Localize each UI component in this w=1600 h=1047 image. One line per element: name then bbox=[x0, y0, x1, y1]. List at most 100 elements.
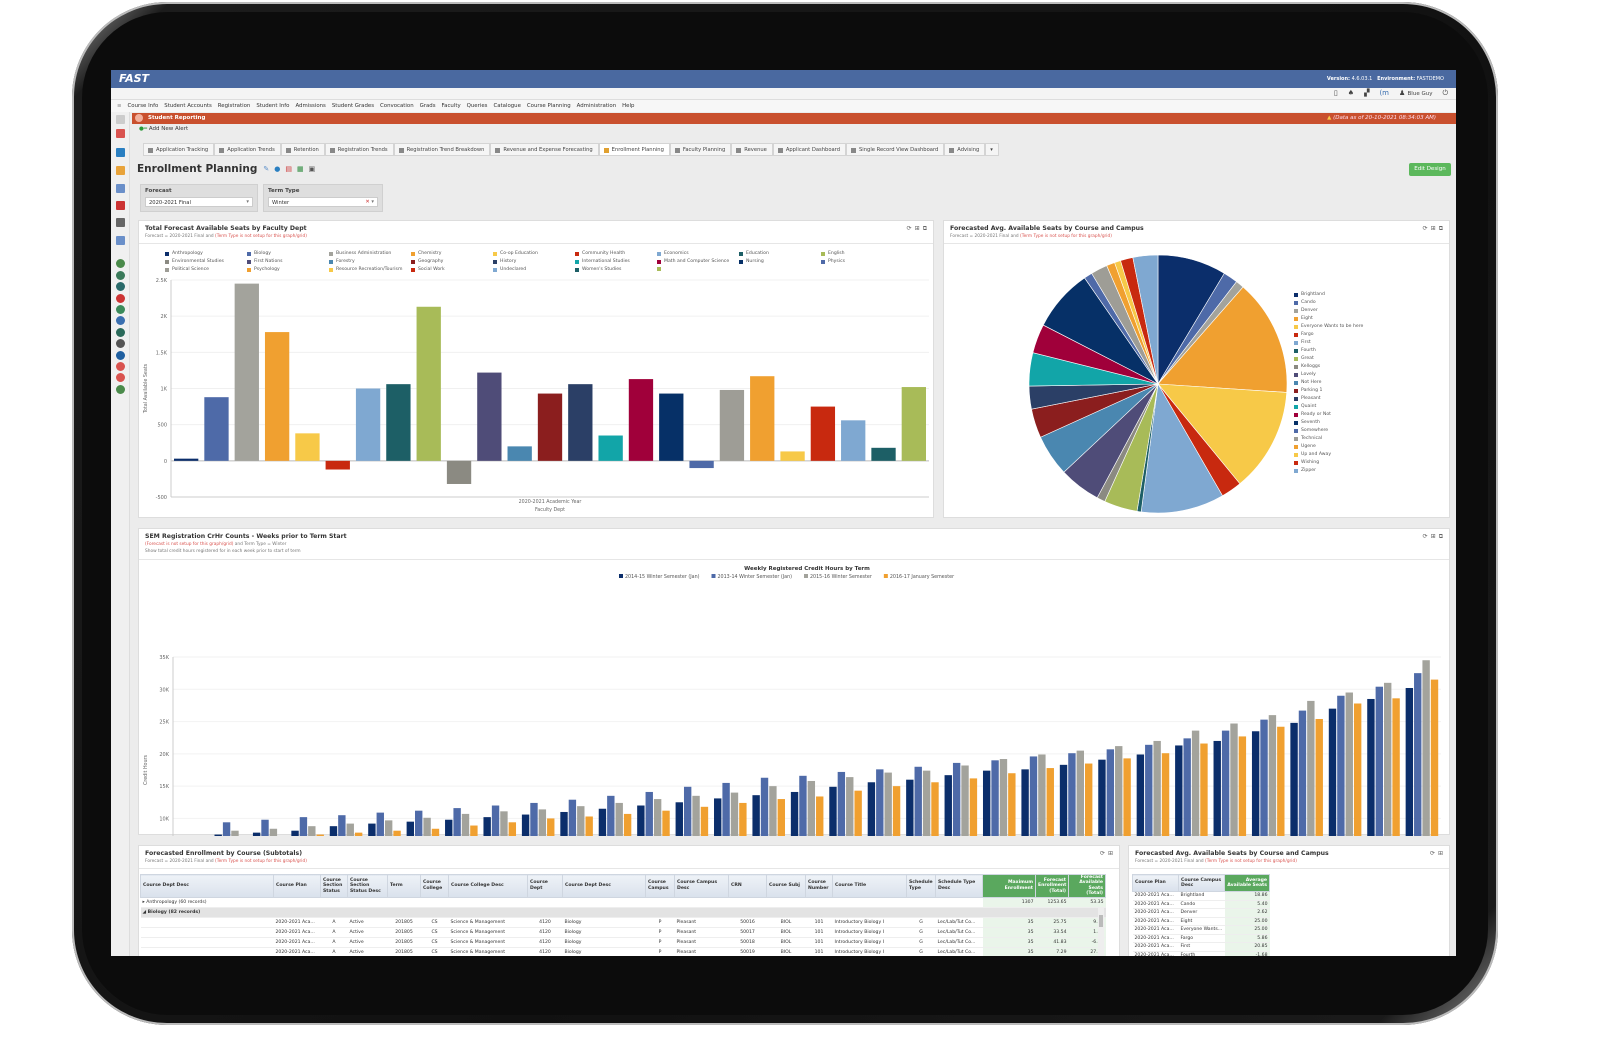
refresh-icon[interactable]: ⟳ bbox=[906, 225, 912, 232]
tab-revenue-and-expense-forecasting[interactable]: Revenue and Expense Forecasting bbox=[490, 143, 599, 156]
bar-week--11-series-2[interactable] bbox=[999, 759, 1008, 836]
app-icon-1[interactable] bbox=[116, 259, 125, 268]
bar-week--18-series-3[interactable] bbox=[739, 802, 747, 836]
bar-week--23-series-1[interactable] bbox=[530, 802, 538, 836]
legend-item-undeclared[interactable]: Undeclared bbox=[493, 267, 526, 272]
column-header-course-college[interactable]: Course College bbox=[420, 874, 449, 898]
column-header-course-subj[interactable]: Course Subj bbox=[766, 874, 806, 898]
bar-week--11-series-0[interactable] bbox=[982, 770, 991, 836]
app-icon-7[interactable] bbox=[116, 328, 125, 337]
bar-week--12-series-2[interactable] bbox=[961, 765, 969, 836]
bar-english[interactable] bbox=[416, 306, 441, 461]
bar-week--3-series-2[interactable] bbox=[1307, 700, 1315, 836]
tab-enrollment-planning[interactable]: Enrollment Planning bbox=[598, 143, 670, 156]
legend-item-nursing[interactable]: Nursing bbox=[739, 259, 764, 264]
bar-week--23-series-0[interactable] bbox=[521, 814, 530, 836]
excel-icon[interactable]: ▦ bbox=[296, 165, 304, 173]
tab-advising[interactable]: Advising bbox=[944, 143, 986, 156]
bar-nursing[interactable] bbox=[659, 393, 684, 461]
bar-week--17-series-3[interactable] bbox=[777, 799, 785, 836]
menu-item-administration[interactable]: Administration bbox=[576, 103, 617, 109]
bar-week--19-series-1[interactable] bbox=[683, 786, 692, 836]
bar-week--17-series-0[interactable] bbox=[752, 795, 760, 836]
bar-week--29-series-3[interactable] bbox=[316, 834, 324, 836]
legend-item-forestry[interactable]: Forestry bbox=[329, 259, 355, 264]
legend-item-lovely[interactable]: Lovely bbox=[1294, 372, 1316, 377]
bar-week--18-series-2[interactable] bbox=[730, 792, 739, 836]
app-icon-6[interactable] bbox=[116, 316, 125, 325]
bar-international-studies[interactable] bbox=[598, 435, 623, 461]
bar-week--16-series-0[interactable] bbox=[790, 791, 799, 836]
bar-history[interactable] bbox=[568, 384, 593, 461]
bar-week--4-series-1[interactable] bbox=[1260, 719, 1268, 836]
table-row[interactable]: 2020-2021 Aca... A Active 201805 CS Science &… bbox=[140, 947, 1106, 956]
bar-week--16-series-3[interactable] bbox=[816, 796, 824, 836]
legend-item-anthropology[interactable]: Anthropology bbox=[165, 251, 203, 256]
bar-week--30-series-1[interactable] bbox=[261, 819, 269, 836]
legend-item-eight[interactable]: Eight bbox=[1294, 316, 1313, 321]
legend-item-ready-or-not[interactable]: Ready or Not bbox=[1294, 412, 1331, 417]
legend-item-international-studies[interactable]: International Studies bbox=[575, 259, 630, 264]
legend-item-environmental-studies[interactable]: Environmental Studies bbox=[165, 259, 224, 264]
card-icon[interactable] bbox=[116, 218, 125, 227]
bar-week--24-series-0[interactable] bbox=[483, 817, 491, 836]
menu-item-convocation[interactable]: Convocation bbox=[380, 103, 414, 109]
column-header-term[interactable]: Term bbox=[387, 874, 421, 898]
column-header-course-dept[interactable]: Course Dept bbox=[527, 874, 563, 898]
bar-education[interactable] bbox=[386, 384, 411, 461]
column-header-course-campus[interactable]: Course Campus bbox=[645, 874, 675, 898]
bar-week--4-series-0[interactable] bbox=[1251, 731, 1260, 836]
bar-week--3-series-3[interactable] bbox=[1315, 718, 1323, 836]
legend-item-fargo[interactable]: Fargo bbox=[1294, 332, 1314, 337]
bar-week--25-series-0[interactable] bbox=[445, 819, 453, 836]
legend-item-math-and-computer-science[interactable]: Math and Computer Science bbox=[657, 259, 729, 264]
pie-slice-eight[interactable] bbox=[1157, 286, 1288, 393]
bar-week--11-series-3[interactable] bbox=[1008, 773, 1016, 836]
bar-week--30-series-2[interactable] bbox=[269, 828, 278, 836]
bar-week--11-series-1[interactable] bbox=[991, 760, 999, 836]
chart-icon[interactable] bbox=[116, 184, 125, 193]
bar-week--15-series-1[interactable] bbox=[837, 771, 846, 836]
column-header-course-campus-desc[interactable]: Course Campus Desc bbox=[1178, 874, 1225, 892]
bar-week--5-series-2[interactable] bbox=[1230, 723, 1238, 836]
app-icon-8[interactable] bbox=[116, 339, 125, 348]
bar-week--14-series-0[interactable] bbox=[867, 782, 876, 836]
bar-week--20-series-0[interactable] bbox=[637, 805, 645, 836]
print-icon[interactable]: ▣ bbox=[308, 165, 316, 173]
table-row[interactable]: 2020-2021 Aca... Fargo 5.86 bbox=[1132, 934, 1270, 943]
legend-item-seventh[interactable]: Seventh bbox=[1294, 420, 1320, 425]
legend-item-kelloggs[interactable]: Kelloggs bbox=[1294, 364, 1320, 369]
bar-week--27-series-1[interactable] bbox=[376, 812, 384, 836]
column-header-average-available-seats[interactable]: Average Available Seats bbox=[1224, 874, 1270, 892]
bar-economics[interactable] bbox=[355, 388, 381, 461]
column-header-course-college-desc[interactable]: Course College Desc bbox=[448, 874, 528, 898]
menu-item-course-planning[interactable]: Course Planning bbox=[526, 103, 571, 109]
legend-item-great[interactable]: Great bbox=[1294, 356, 1314, 361]
bar-week--10-series-3[interactable] bbox=[1046, 768, 1054, 836]
tab-registration-trends[interactable]: Registration Trends bbox=[324, 143, 394, 156]
chevron-down-icon[interactable]: ▾ bbox=[371, 199, 374, 205]
legend-item-chemistry[interactable]: Chemistry bbox=[411, 251, 442, 256]
bar-week--6-series-2[interactable] bbox=[1191, 730, 1200, 836]
bar-week--12-series-3[interactable] bbox=[969, 778, 978, 836]
bar-week--30-series-0[interactable] bbox=[252, 832, 261, 836]
bar-week--4-series-3[interactable] bbox=[1277, 726, 1285, 836]
legend-item-quaint[interactable]: Quaint bbox=[1294, 404, 1316, 409]
bar-week-0-series-3[interactable] bbox=[1430, 679, 1439, 836]
bar-week-0-series-0[interactable] bbox=[1405, 687, 1414, 836]
bar-week--27-series-0[interactable] bbox=[368, 823, 376, 836]
menu-item-faculty[interactable]: Faculty bbox=[441, 103, 461, 109]
menu-icon[interactable] bbox=[116, 115, 125, 124]
menu-item-catalogue[interactable]: Catalogue bbox=[493, 103, 521, 109]
scrollbar-thumb[interactable] bbox=[1099, 915, 1103, 927]
bar-week--25-series-1[interactable] bbox=[453, 808, 461, 836]
bar-week--9-series-2[interactable] bbox=[1076, 750, 1084, 836]
bar-week--10-series-0[interactable] bbox=[1021, 769, 1029, 836]
bar-week--13-series-1[interactable] bbox=[914, 766, 922, 836]
bar-week--26-series-0[interactable] bbox=[406, 821, 415, 836]
bar-environmental-studies[interactable] bbox=[446, 460, 472, 484]
bar-week--23-series-3[interactable] bbox=[547, 818, 555, 836]
table-scrollbar[interactable] bbox=[1098, 907, 1104, 956]
forecast-select[interactable]: 2020-2021 Final ▾ bbox=[145, 197, 253, 207]
bar-week--13-series-0[interactable] bbox=[906, 779, 914, 836]
